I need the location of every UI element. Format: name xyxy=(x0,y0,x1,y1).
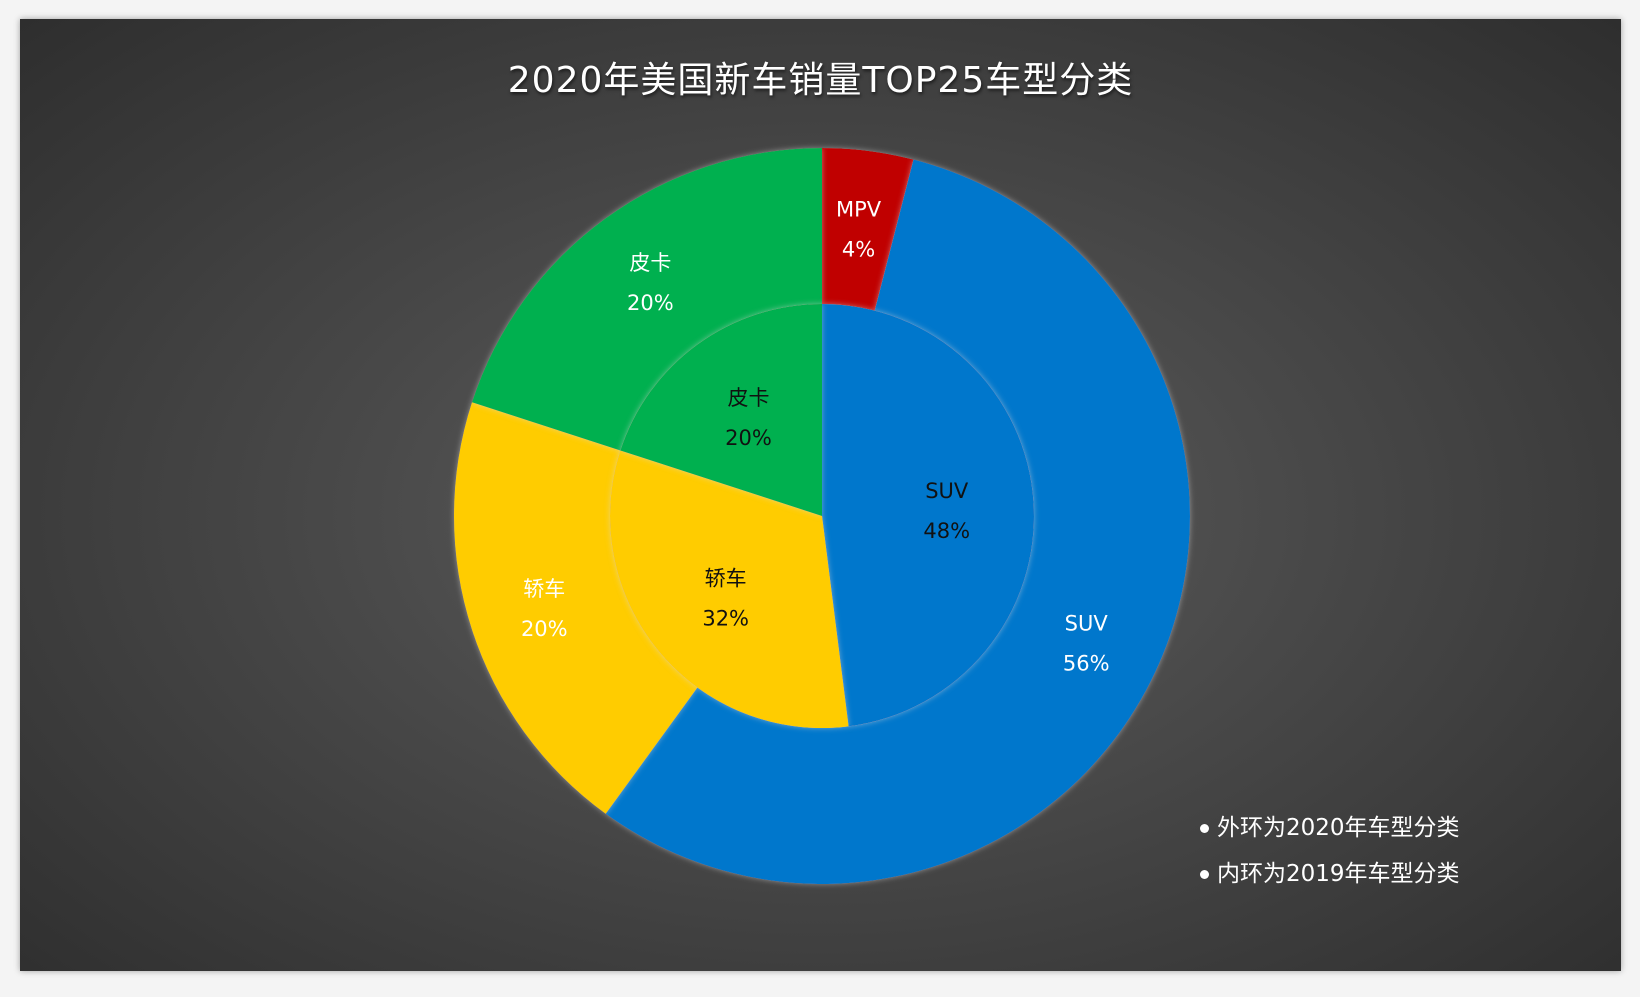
outer-slice-0 xyxy=(822,148,914,311)
outer-label-value: 56% xyxy=(1063,651,1110,675)
inner-slice-1 xyxy=(610,450,849,728)
outer-slice-2 xyxy=(454,402,698,814)
legend-label: 外环为2020年车型分类 xyxy=(1217,815,1460,841)
outer-label-category: 轿车 xyxy=(523,577,565,601)
outer-label-category: SUV xyxy=(1065,611,1109,635)
inner-label-value: 20% xyxy=(725,426,772,450)
inner-label-category: 皮卡 xyxy=(728,386,770,410)
legend-label: 内环为2019年车型分类 xyxy=(1217,861,1460,887)
inner-label-category: 轿车 xyxy=(705,567,747,591)
bullet-icon xyxy=(1200,824,1209,833)
outer-label-category: 皮卡 xyxy=(629,251,671,275)
outer-label-value: 20% xyxy=(521,617,568,641)
outer-label-value: 20% xyxy=(627,291,674,315)
bullet-icon xyxy=(1200,870,1209,879)
outer-slice-1 xyxy=(605,159,1190,884)
inner-label-value: 32% xyxy=(702,607,749,631)
legend-item-outer: 外环为2020年车型分类 xyxy=(1200,808,1460,842)
outer-label-value: 4% xyxy=(842,237,875,261)
inner-label-category: SUV xyxy=(925,479,969,503)
inner-label-value: 48% xyxy=(923,519,970,543)
inner-slice-2 xyxy=(620,304,822,516)
chart-title: 2020年美国新车销量TOP25车型分类 xyxy=(507,60,1134,101)
outer-slice-3 xyxy=(472,147,822,451)
outer-label-category: MPV xyxy=(836,197,882,221)
inner-slice-0 xyxy=(822,304,1034,727)
legend-item-inner: 内环为2019年车型分类 xyxy=(1200,854,1460,888)
